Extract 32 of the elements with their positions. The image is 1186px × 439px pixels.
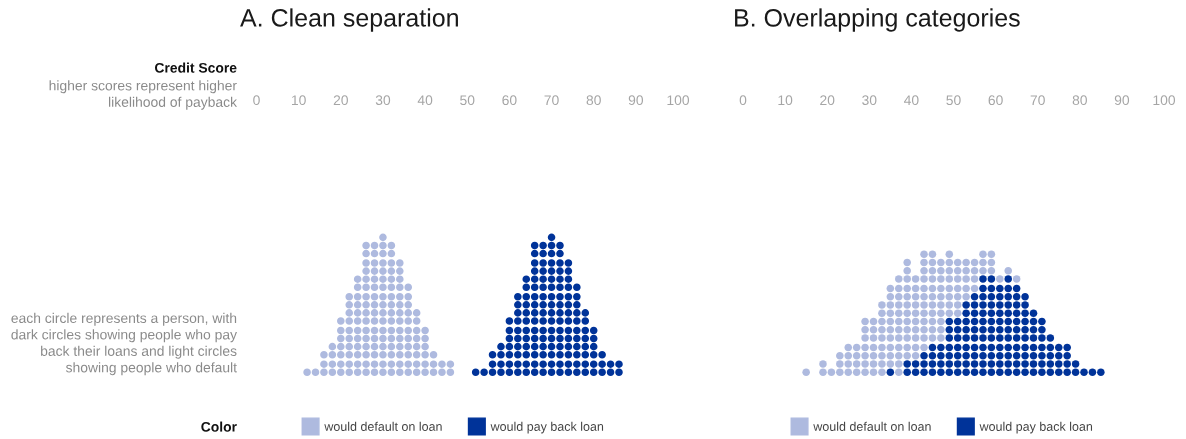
x-tick-label: 10 xyxy=(778,95,793,106)
legend-label: would default on loan xyxy=(813,421,931,431)
x-tick-label: 20 xyxy=(820,95,835,106)
legend-label: would default on loan xyxy=(324,421,442,431)
x-tick-label: 100 xyxy=(667,95,690,106)
x-tick-label: 50 xyxy=(460,95,475,106)
x-tick-label: 70 xyxy=(544,95,559,106)
legend-title: Color xyxy=(201,421,237,432)
text: higher scores represent higher likelihood of payback xyxy=(49,80,238,110)
legend-label: would pay back loan xyxy=(979,421,1093,434)
x-tick-label: 80 xyxy=(1072,95,1087,106)
x-tick-label: 50 xyxy=(946,95,961,106)
legend-label: would pay back loan xyxy=(490,421,604,434)
x-tick-label: 0 xyxy=(253,95,260,106)
chart-title: B. Overlapping categories xyxy=(735,8,1020,32)
x-tick-label: 40 xyxy=(904,95,919,106)
x-tick-label: 30 xyxy=(375,95,391,106)
x-tick-label: 40 xyxy=(417,95,433,106)
x-tick-label: 30 xyxy=(862,95,877,106)
chart-title: A. Clean separation xyxy=(240,8,458,32)
x-tick-label: 90 xyxy=(1114,95,1130,106)
x-tick-label: 60 xyxy=(502,95,517,106)
x-tick-label: 20 xyxy=(333,95,348,106)
x-axis-title: Credit Score xyxy=(154,62,237,73)
x-tick-label: 80 xyxy=(586,95,601,106)
text: each circle represents a person, with dark circles showing people who pay back their loans and light circles showing people who default xyxy=(11,312,237,376)
x-tick-label: 100 xyxy=(1153,95,1176,106)
x-tick-label: 10 xyxy=(291,95,306,106)
x-tick-label: 0 xyxy=(739,95,747,106)
x-tick-label: 70 xyxy=(1030,95,1045,106)
x-tick-label: 90 xyxy=(628,95,644,106)
x-tick-label: 60 xyxy=(988,95,1003,106)
